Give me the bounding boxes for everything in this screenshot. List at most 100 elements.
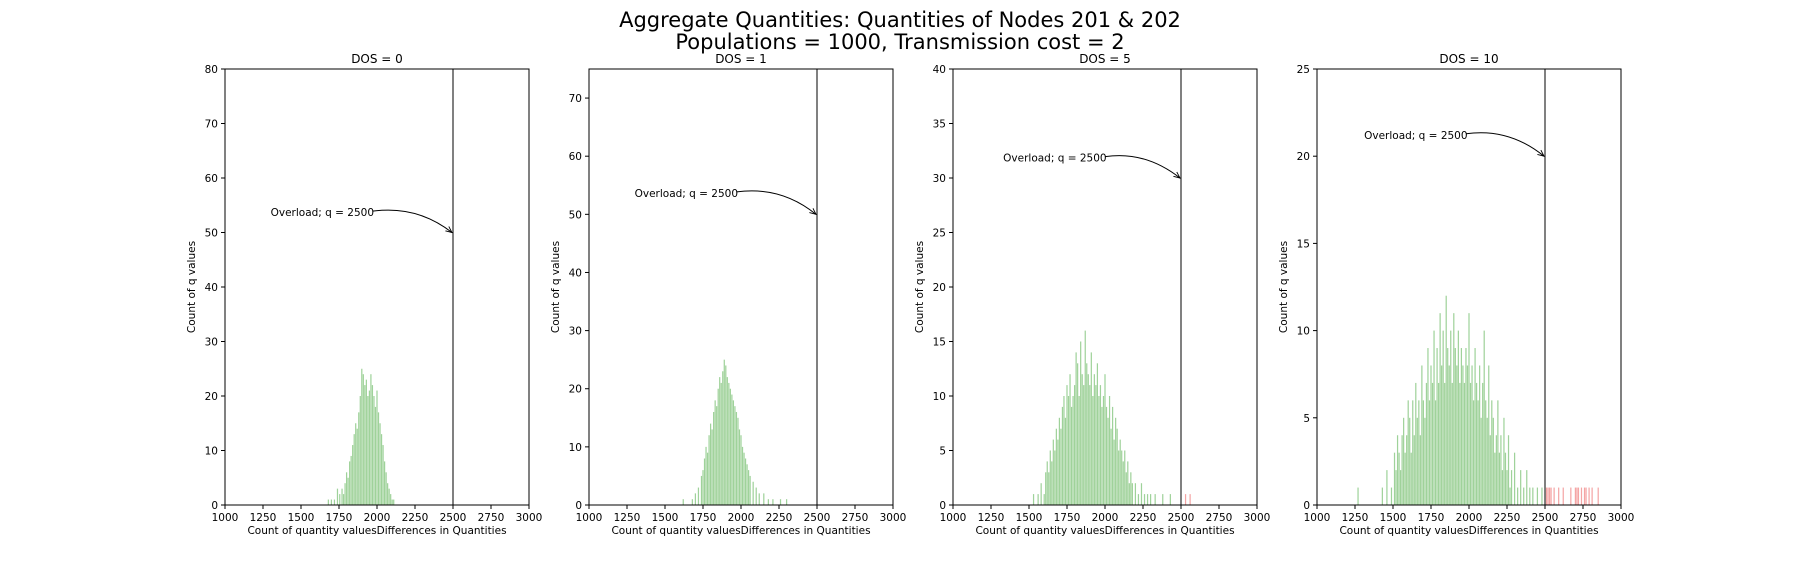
histogram-bar (1456, 365, 1458, 505)
panel-title: DOS = 1 (715, 52, 767, 66)
histogram-bar (1057, 439, 1059, 505)
histogram-bar (361, 368, 363, 505)
histogram-bar (1063, 396, 1065, 505)
histogram-bar (330, 499, 333, 505)
histogram-bar (1111, 406, 1114, 505)
x-tick-label: 3000 (1244, 512, 1271, 524)
histogram-bar (1471, 365, 1473, 505)
x-tick-label: 1000 (1304, 512, 1331, 524)
histogram-bar (1125, 472, 1127, 505)
y-tick-label: 30 (205, 337, 218, 349)
histogram-bar (341, 488, 343, 505)
histogram-bar (1422, 400, 1425, 505)
histogram-bar (1454, 348, 1456, 505)
x-tick-label: 1250 (978, 512, 1005, 524)
overload-bar (1548, 487, 1551, 505)
histogram-bar (735, 411, 738, 505)
histogram-bar (1529, 487, 1531, 505)
histogram-bar (706, 452, 709, 505)
histogram-bar (1048, 472, 1050, 505)
panel-title: DOS = 0 (351, 52, 403, 66)
figure-title-line2: Populations = 1000, Transmission cost = … (675, 30, 1125, 54)
histogram-bar (708, 435, 710, 505)
y-tick-label: 60 (205, 173, 218, 185)
histogram-bar (1482, 382, 1484, 505)
x-tick-label: 2750 (1570, 512, 1597, 524)
histogram-bar (1506, 470, 1508, 505)
histogram-bar (732, 400, 735, 505)
y-axis-label: Count of q values (1278, 241, 1290, 333)
y-tick-label: 35 (933, 119, 946, 131)
histogram-bar (347, 477, 349, 505)
x-tick-label: 1750 (690, 512, 717, 524)
annotation-arrow (372, 209, 452, 232)
histogram-bar (1425, 382, 1428, 505)
histogram-bar (1162, 494, 1164, 505)
histogram-bar (336, 488, 339, 505)
histogram-bar (1495, 435, 1497, 505)
histogram-bar (691, 499, 693, 505)
histogram-bar (1532, 487, 1534, 505)
histogram-bar (1107, 417, 1109, 505)
histogram-bar (1099, 385, 1102, 505)
histogram-bar (1101, 406, 1103, 505)
histogram-bar (385, 472, 387, 505)
histogram-bar (1134, 483, 1137, 505)
histogram-bar (1404, 452, 1406, 505)
y-tick-label: 5 (1303, 413, 1310, 425)
histogram-bar (1462, 365, 1464, 505)
overload-bar (1577, 487, 1580, 505)
x-tick-label: 3000 (516, 512, 543, 524)
histogram-bar (374, 406, 377, 505)
histogram-bar (1407, 400, 1409, 505)
x-tick-label: 2500 (440, 512, 467, 524)
x-axis-label: Count of quantity valuesDifferences in Q… (975, 525, 1234, 537)
y-tick-label: 40 (205, 282, 218, 294)
y-tick-label: 10 (933, 391, 946, 403)
y-tick-label: 25 (933, 228, 946, 240)
overload-bar (1585, 487, 1587, 505)
histogram-bar (1403, 417, 1405, 505)
x-tick-label: 2750 (842, 512, 869, 524)
panel-title: DOS = 10 (1439, 52, 1498, 66)
histogram-bar (1541, 487, 1543, 505)
histogram-bar (362, 374, 364, 505)
histogram-bar (1434, 400, 1437, 505)
overload-bar (1553, 487, 1555, 505)
histogram-bar (1357, 487, 1359, 505)
x-tick-label: 2000 (728, 512, 755, 524)
histogram-bar (1445, 295, 1447, 505)
histogram-bar (1110, 428, 1112, 505)
histogram-bar (1051, 461, 1053, 505)
overload-bar (1574, 487, 1577, 505)
histogram-bar (1442, 330, 1444, 505)
histogram-bar (1474, 348, 1476, 505)
x-tick-label: 1750 (326, 512, 353, 524)
y-tick-label: 30 (933, 173, 946, 185)
overload-bar (1588, 487, 1590, 505)
histogram-panel-3: 1000 1250 1500 1750 2000 2250 2500 2750 3000 0 5 10… (1278, 52, 1634, 537)
histogram-bar (1055, 428, 1057, 505)
y-tick-label: 70 (205, 119, 218, 131)
histogram-bar (1154, 494, 1156, 505)
histogram-bar (738, 429, 741, 505)
histogram-bar (1115, 417, 1117, 505)
histogram-bar (1087, 374, 1089, 505)
histogram-bar (1086, 363, 1088, 505)
histogram-bar (1072, 396, 1074, 505)
x-tick-label: 2500 (1168, 512, 1195, 524)
histogram-bar (1477, 400, 1479, 505)
overload-bar (1558, 487, 1560, 505)
histogram-bar (1520, 470, 1522, 505)
histogram-bar (705, 446, 707, 505)
histogram-bar (1507, 435, 1510, 505)
histogram-bar (1412, 400, 1414, 505)
overload-annotation: Overload; q = 2500 (271, 207, 374, 219)
y-tick-label: 20 (205, 391, 218, 403)
x-tick-label: 2250 (766, 512, 793, 524)
histogram-bar (1146, 494, 1149, 505)
histogram-bar (1075, 352, 1077, 505)
histogram-bar (1468, 313, 1470, 505)
histogram-bar (1401, 435, 1403, 505)
histogram-bar (1090, 352, 1092, 505)
